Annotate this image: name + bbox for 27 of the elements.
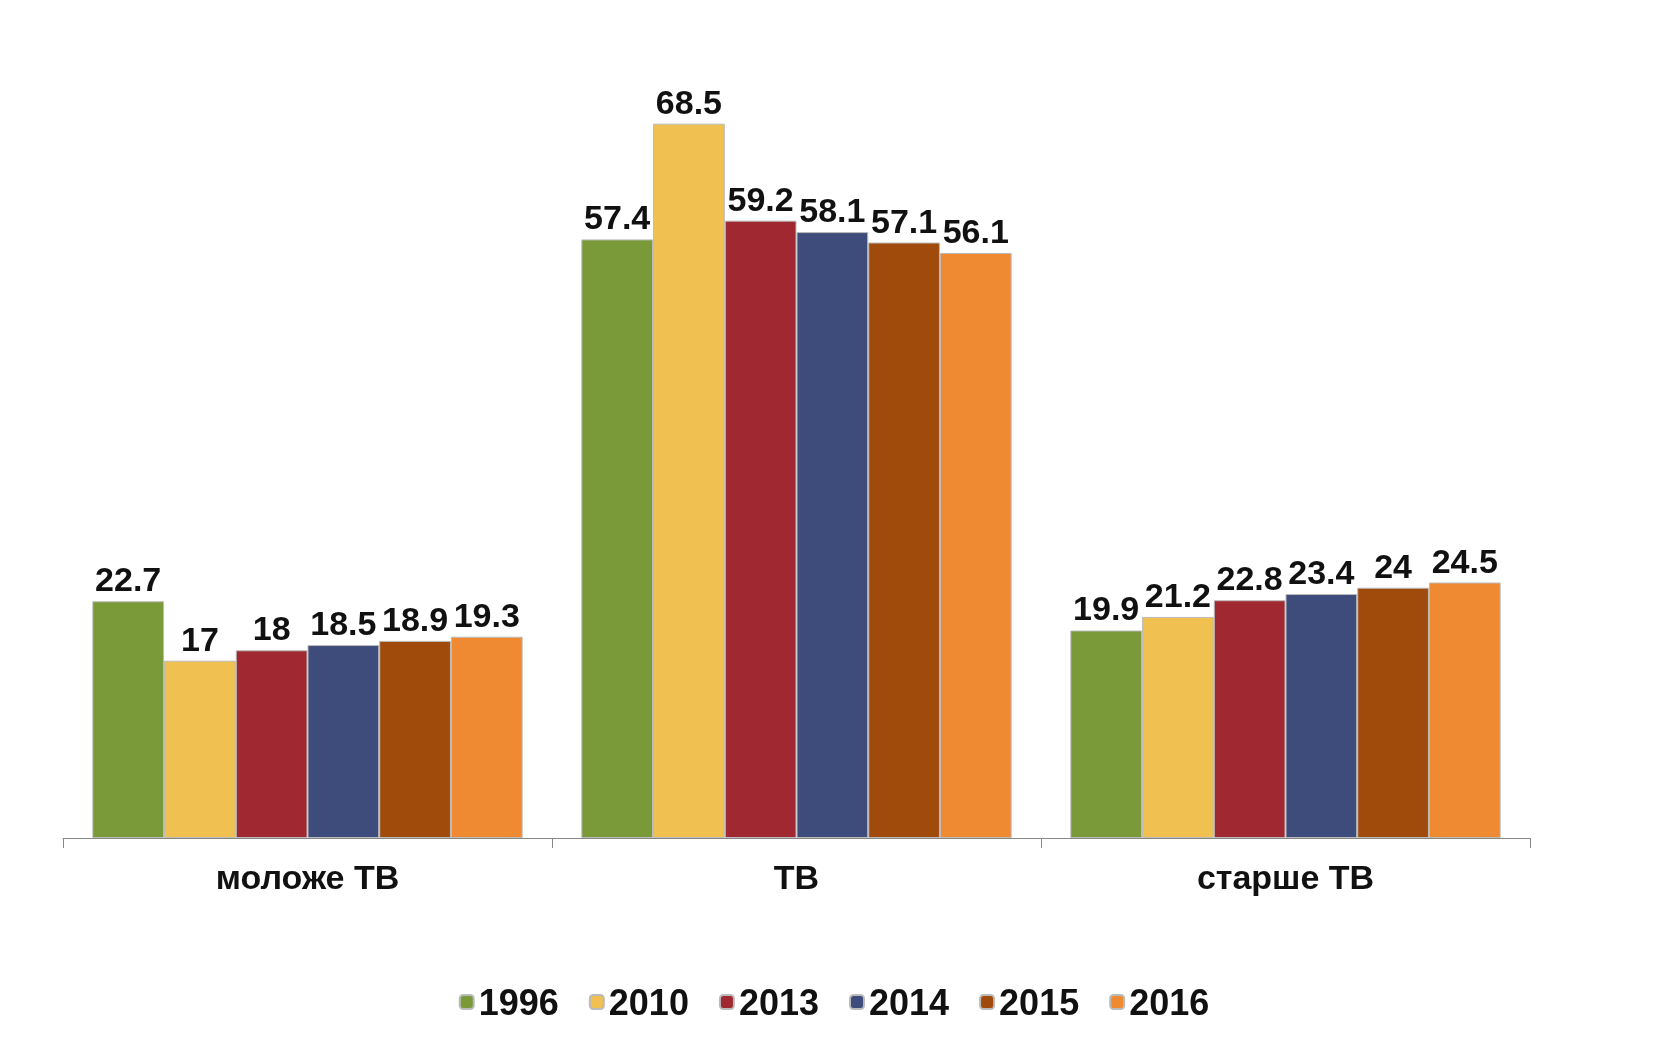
data-label: 57.1 bbox=[870, 201, 938, 240]
data-label: 18 bbox=[252, 609, 291, 648]
x-tick-label: моложе ТВ bbox=[215, 858, 400, 896]
data-label: 58.1 bbox=[799, 191, 866, 230]
data-label: 21.2 bbox=[1144, 575, 1212, 614]
data-label: 56.1 bbox=[942, 211, 1009, 250]
data-label: 24 bbox=[1374, 546, 1413, 585]
legend-label: 2010 bbox=[608, 981, 689, 1023]
x-tick-label: ТВ bbox=[773, 858, 820, 896]
data-label: 23.4 bbox=[1288, 552, 1355, 591]
data-label: 17 bbox=[181, 619, 219, 658]
legend-label: 2016 bbox=[1129, 981, 1210, 1023]
data-label: 68.5 bbox=[655, 82, 723, 121]
legend-label: 1996 bbox=[478, 981, 559, 1023]
x-tick-label: старше ТВ bbox=[1196, 858, 1375, 896]
data-label: 22.8 bbox=[1216, 559, 1283, 598]
data-label: 19.9 bbox=[1073, 589, 1140, 628]
data-label: 22.7 bbox=[95, 560, 162, 599]
data-label: 18.5 bbox=[310, 604, 377, 643]
data-label: 24.5 bbox=[1431, 541, 1498, 580]
legend-label: 2015 bbox=[999, 981, 1080, 1023]
legend-label: 2014 bbox=[869, 981, 950, 1023]
data-label: 19.3 bbox=[453, 595, 520, 634]
data-label: 18.9 bbox=[381, 599, 449, 638]
data-label: 57.4 bbox=[584, 198, 651, 237]
data-label: 59.2 bbox=[727, 179, 794, 218]
legend-label: 2013 bbox=[738, 981, 820, 1023]
